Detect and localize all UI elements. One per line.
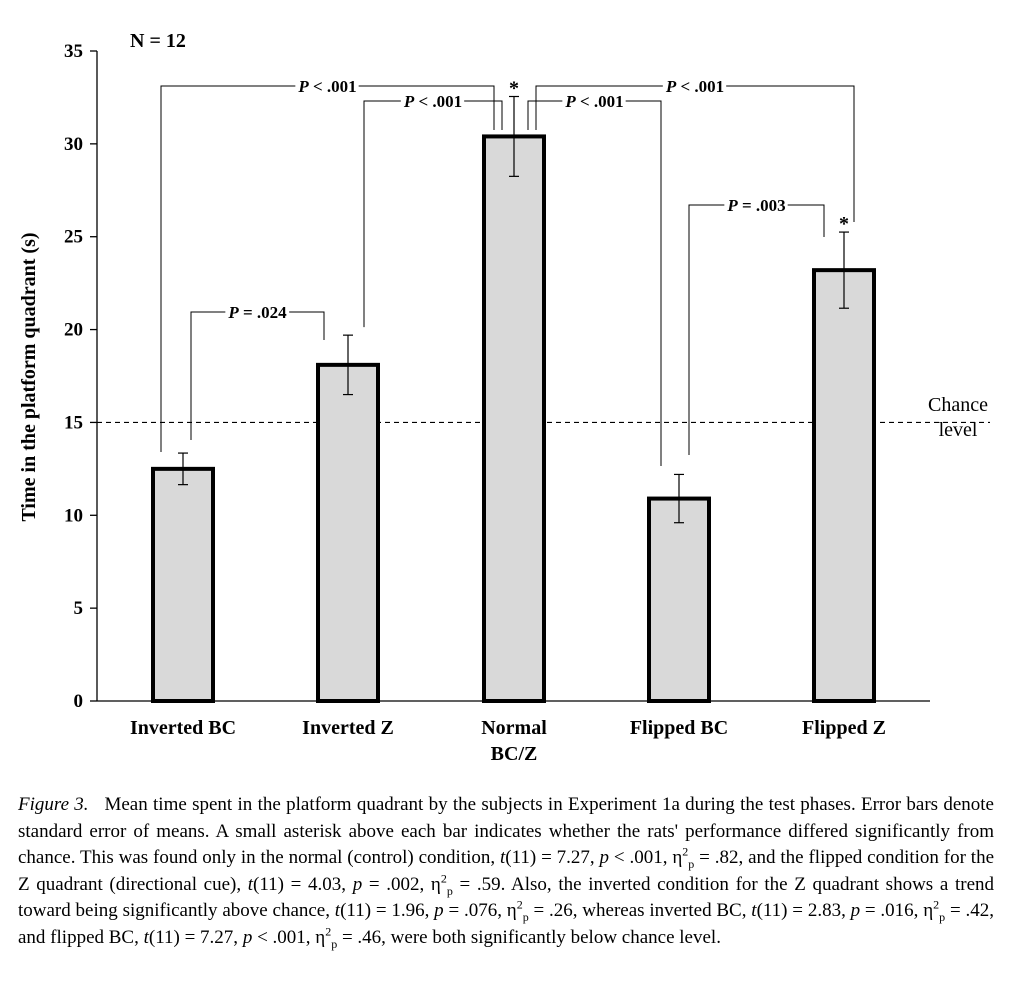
p-value-label-bg	[225, 303, 290, 322]
y-axis-title: Time in the platform quadrant (s)	[18, 232, 40, 521]
eta-sup: 2	[325, 924, 332, 939]
x-category-label: BC/Z	[491, 743, 538, 765]
caption-stat: (11) = 7.27,	[148, 926, 243, 948]
caption-stat: = .016, η	[860, 900, 934, 921]
eta-sub: p	[522, 909, 529, 924]
caption-stat: (11) = 2.83,	[756, 900, 851, 921]
caption-stat: = .002, η	[362, 873, 441, 895]
p-value-label-bg	[562, 92, 626, 111]
x-category-label: Inverted BC	[130, 717, 236, 739]
x-category-label: Inverted Z	[302, 717, 394, 739]
stat-t: t	[247, 873, 254, 895]
eta-sup: 2	[516, 897, 523, 912]
significance-asterisk: *	[839, 213, 849, 235]
p-value-label: P < .001	[564, 92, 623, 111]
caption-text: Mean time spent in the platform quadrant…	[18, 794, 994, 868]
sample-size-label: N = 12	[130, 30, 186, 52]
eta-sup: 2	[440, 871, 447, 886]
p-value-label: P < .001	[665, 77, 724, 96]
y-tick-label: 30	[64, 134, 83, 155]
eta-sup: 2	[682, 844, 689, 859]
p-value-label-bg	[662, 77, 727, 96]
eta-sup: 2	[933, 897, 940, 912]
caption-stat: = .46, were both significantly below cha…	[337, 926, 721, 948]
stat-t: t	[334, 900, 341, 921]
stat-p: p	[352, 873, 363, 895]
caption-stat: = .076, η	[443, 900, 517, 921]
significance-asterisk: *	[509, 78, 519, 100]
chance-label: Chance	[928, 394, 988, 416]
y-tick-label: 0	[74, 691, 84, 712]
y-tick-label: 20	[64, 320, 83, 341]
eta-sub: p	[939, 909, 946, 924]
caption-stat: < .001, η	[252, 926, 326, 948]
caption-stat: = .82, and the flipped condition for the…	[18, 847, 995, 895]
chance-label: level	[939, 419, 978, 441]
caption-stat: (11) = 4.03,	[253, 873, 353, 895]
p-value-label: P < .001	[297, 77, 356, 96]
stat-p: p	[850, 900, 861, 921]
figure-caption: Figure 3. Mean time spent in the platfor…	[18, 792, 994, 951]
p-value-label: P = .024	[227, 303, 287, 322]
significance-bracket	[688, 204, 825, 455]
caption-stat: = .26, whereas inverted BC,	[528, 900, 752, 921]
eta-sub: p	[446, 883, 453, 898]
y-tick-label: 15	[64, 412, 83, 433]
stat-p: p	[434, 900, 444, 921]
significance-brackets: P = .024 P < .001 P < .001 P < .001 P < .001…	[160, 77, 855, 466]
chart-axes: 0 5 10 15 20 25 30 35 Chance level	[64, 41, 990, 712]
y-tick-label: 5	[74, 598, 84, 619]
stat-t: t	[500, 847, 506, 868]
stat-p: p	[599, 847, 610, 868]
figure-label: Figure 3.	[18, 794, 89, 815]
x-category-label: Flipped BC	[630, 717, 728, 739]
caption-stat: (11) = 7.27,	[505, 847, 600, 868]
chart-bars: Inverted BC Inverted Z * Normal BC/Z Flipped …	[130, 78, 886, 766]
significance-bracket	[190, 311, 325, 440]
significance-bracket	[527, 100, 662, 466]
caption-stat: < .001, η	[609, 847, 683, 868]
bar	[812, 268, 876, 703]
y-tick-label: 10	[64, 505, 83, 526]
caption-stat: = .59. Also, the inverted condition for …	[18, 873, 994, 922]
eta-sub: p	[331, 936, 338, 951]
x-category-label: Normal	[481, 717, 547, 739]
stat-t: t	[751, 900, 757, 921]
p-value-label: P = .003	[726, 196, 785, 215]
p-value-label-bg	[295, 77, 359, 96]
eta-sub: p	[688, 856, 695, 871]
p-value-label-bg	[400, 92, 465, 111]
y-tick-label: 35	[64, 41, 83, 62]
y-tick-label: 25	[64, 227, 83, 248]
p-value-label: P < .001	[403, 92, 462, 111]
stat-t: t	[143, 926, 149, 948]
significance-bracket	[363, 100, 503, 328]
p-value-label-bg	[724, 196, 788, 215]
stat-p: p	[242, 926, 253, 948]
x-category-label: Flipped Z	[802, 717, 886, 739]
bar	[647, 496, 711, 704]
bar	[151, 466, 215, 703]
bar	[482, 134, 546, 703]
caption-stat: = .42, and flipped BC,	[18, 900, 994, 948]
bar	[316, 362, 380, 703]
caption-stat: (11) = 1.96,	[340, 900, 435, 921]
